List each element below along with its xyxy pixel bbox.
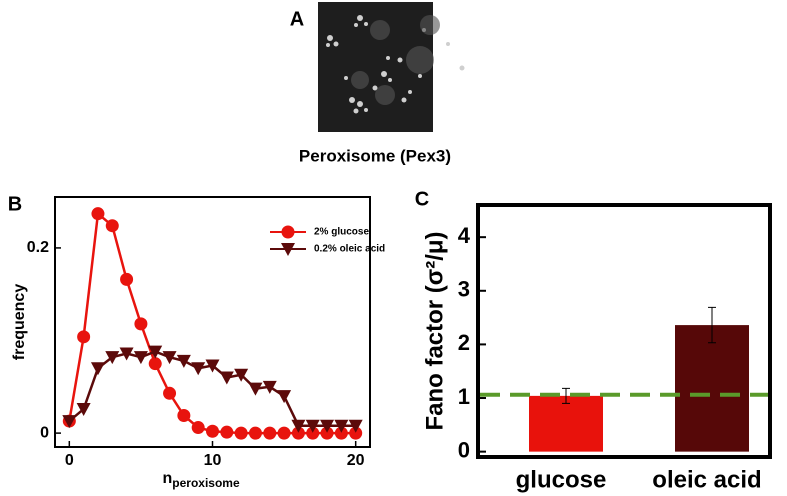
marker bbox=[205, 359, 220, 373]
marker bbox=[349, 426, 363, 440]
marker bbox=[306, 426, 320, 440]
y-tick-label: 2 bbox=[458, 330, 470, 355]
x-tick-label: oleic acid bbox=[652, 466, 761, 493]
marker bbox=[162, 351, 177, 365]
marker bbox=[219, 371, 234, 385]
marker bbox=[163, 386, 177, 400]
marker bbox=[91, 207, 105, 221]
y-tick-label: 4 bbox=[458, 223, 471, 248]
error-bar bbox=[708, 306, 716, 344]
marker bbox=[191, 362, 206, 376]
marker bbox=[248, 382, 263, 396]
x-axis-label-main: n bbox=[163, 470, 173, 487]
error-bar bbox=[562, 387, 570, 404]
marker bbox=[277, 390, 292, 404]
marker bbox=[134, 317, 148, 331]
marker bbox=[320, 426, 334, 440]
legend-marker bbox=[281, 243, 295, 256]
x-axis-label-sub: peroxisome bbox=[172, 476, 240, 490]
marker bbox=[120, 272, 134, 286]
marker bbox=[277, 426, 291, 440]
plot-frame bbox=[476, 203, 772, 459]
marker bbox=[148, 345, 163, 359]
marker bbox=[334, 419, 349, 433]
marker bbox=[133, 351, 148, 365]
y-axis-label: frequency bbox=[11, 284, 28, 361]
marker bbox=[90, 362, 105, 376]
y-tick-label: 0.2 bbox=[27, 239, 49, 256]
x-tick-label: 10 bbox=[204, 452, 222, 469]
marker bbox=[291, 426, 305, 440]
legend-marker bbox=[281, 225, 295, 239]
micrograph bbox=[318, 2, 465, 132]
series-line bbox=[68, 211, 356, 435]
marker bbox=[177, 409, 191, 423]
marker bbox=[176, 354, 191, 368]
marker bbox=[119, 347, 134, 361]
marker bbox=[291, 419, 306, 433]
x-tick-label: 0 bbox=[65, 452, 74, 469]
y-axis-label: Fano factor (σ²/μ) bbox=[421, 231, 448, 430]
marker bbox=[77, 330, 91, 344]
marker bbox=[62, 415, 77, 429]
bar bbox=[529, 395, 603, 452]
x-tick-label: glucose bbox=[516, 466, 607, 493]
panel-label: A bbox=[290, 8, 304, 30]
marker bbox=[348, 419, 363, 433]
y-tick-label: 1 bbox=[458, 384, 470, 409]
panel-label: C bbox=[415, 188, 429, 210]
legend-label: 2% glucose bbox=[314, 227, 369, 238]
marker bbox=[248, 426, 262, 440]
marker bbox=[234, 426, 248, 440]
y-tick-label: 0 bbox=[458, 437, 470, 462]
marker bbox=[76, 403, 91, 417]
marker bbox=[191, 421, 205, 435]
marker bbox=[206, 424, 219, 438]
marker bbox=[105, 351, 120, 365]
marker bbox=[334, 426, 348, 440]
x-tick-label: 20 bbox=[347, 452, 365, 469]
y-tick-label: 0 bbox=[40, 424, 49, 441]
y-tick-label: 3 bbox=[458, 277, 470, 302]
marker bbox=[148, 357, 162, 371]
marker bbox=[320, 419, 335, 433]
legend-label: 0.2% oleic acid bbox=[314, 244, 385, 255]
bar bbox=[675, 325, 749, 452]
panel-label: B bbox=[8, 193, 22, 215]
marker bbox=[105, 219, 119, 233]
marker bbox=[220, 425, 234, 439]
x-axis-label: nperoxisome bbox=[163, 470, 240, 490]
marker bbox=[305, 419, 320, 433]
marker bbox=[262, 380, 277, 394]
image-caption: Peroxisome (Pex3) bbox=[299, 146, 451, 165]
marker bbox=[234, 368, 249, 382]
marker bbox=[263, 426, 277, 440]
